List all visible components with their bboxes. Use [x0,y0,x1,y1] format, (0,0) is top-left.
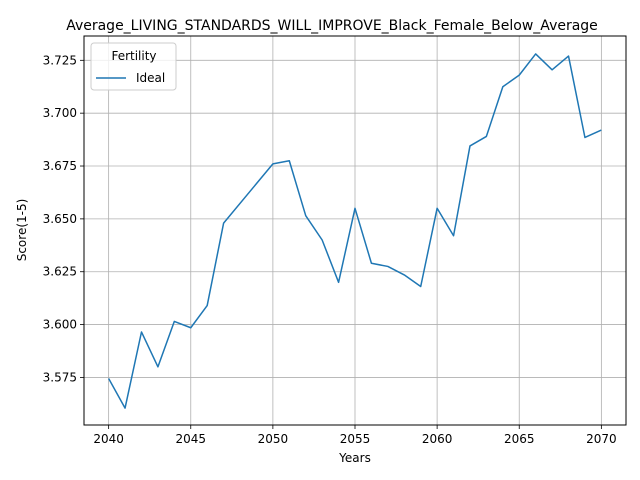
y-tick-label: 3.600 [43,318,77,332]
y-tick-label: 3.725 [43,53,77,67]
y-axis-label: Score(1-5) [15,199,29,262]
x-axis-label: Years [338,451,371,465]
y-tick-label: 3.675 [43,159,77,173]
legend-entry-label: Ideal [136,71,165,85]
grid-lines [84,36,626,425]
x-tick-label: 2060 [422,432,453,446]
x-tick-label: 2040 [93,432,124,446]
x-tick-label: 2045 [175,432,206,446]
y-tick-label: 3.625 [43,265,77,279]
x-tick-label: 2070 [586,432,617,446]
chart-title: Average_LIVING_STANDARDS_WILL_IMPROVE_Bl… [66,18,598,34]
y-tick-label: 3.575 [43,370,77,384]
x-tick-label: 2055 [340,432,371,446]
y-tick-label: 3.650 [43,212,77,226]
legend: Fertility Ideal [90,42,177,91]
x-tick-label: 2065 [504,432,535,446]
x-tick-label: 2050 [258,432,289,446]
legend-title: Fertility [111,49,156,63]
y-axis-ticks: 3.575 3.600 3.625 3.650 3.675 3.700 3.725 [43,53,84,384]
series-line-ideal [107,53,602,409]
series-layer [107,53,602,409]
x-axis-ticks: 2040 2045 2050 2055 2060 2065 2070 [93,425,617,446]
y-tick-label: 3.700 [43,106,77,120]
